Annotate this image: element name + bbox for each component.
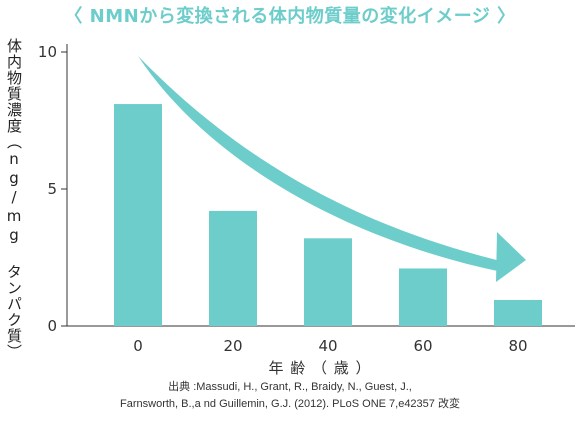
x-tick-label: 0 [133,337,143,355]
bar-40 [304,238,352,326]
bar-0 [114,104,162,326]
y-axis-label: 体内物質濃度（ng/mg タンパク質） [5,38,23,360]
source-line-1: 出典 :Massudi, H., Grant, R., Braidy, N., … [168,381,412,393]
bar-20 [209,210,257,326]
chart-title: 〈 NMNから変換される体内物質量の変化イメージ 〉 [64,6,516,27]
x-axis-label: 年 齢 （ 歳 ） [268,359,371,377]
y-tick-label: 10 [38,43,57,61]
source-line-2: Farnsworth, B.,a nd Guillemin, G.J. (201… [120,398,460,410]
bar-80 [494,299,542,326]
x-tick-label: 40 [318,337,337,355]
y-tick-label: 0 [47,317,57,335]
bar-60 [399,268,447,326]
x-tick-label: 20 [223,337,242,355]
trend-arrow-head [496,232,526,282]
y-tick-label: 5 [47,180,57,198]
x-tick-label: 80 [508,337,527,355]
x-tick-label: 60 [413,337,432,355]
